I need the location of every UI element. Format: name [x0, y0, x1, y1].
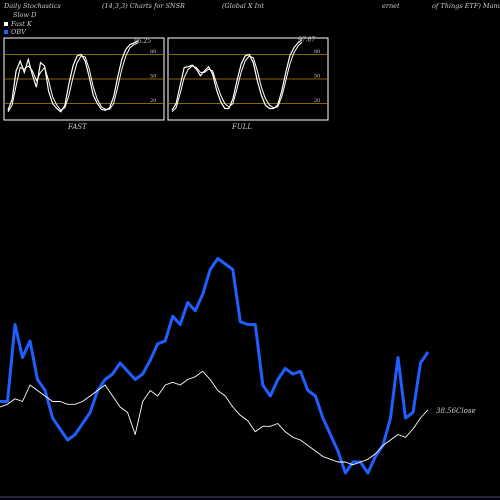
title-segment-4: ernet: [382, 2, 400, 10]
fast-stochastic-panel: 20 50 80 96.25 FAST: [3, 37, 165, 131]
full-title: FULL: [231, 123, 252, 131]
title-segment-3: (Global X Int: [222, 2, 264, 10]
full-tick-label-20: 20: [314, 98, 320, 104]
legend-swatch-fast-k: [4, 21, 8, 26]
fast-series-0-line: [7, 40, 139, 113]
close-label: 38.56Close: [436, 407, 476, 415]
legend-swatch-obv: [4, 30, 8, 35]
fast-series-1-line: [7, 42, 139, 113]
price-line: [0, 370, 429, 466]
legend-label-fast-k: Fast K: [11, 19, 32, 28]
fast-tick-label-50: 50: [150, 74, 156, 80]
legend: Slow D Fast K OBV: [4, 11, 36, 37]
full-tick-label-80: 80: [314, 49, 320, 55]
full-tick-label-50: 50: [314, 74, 320, 80]
legend-item-fast-k: Fast K: [4, 20, 36, 29]
obv-line: [0, 257, 430, 475]
full-series-1-line: [171, 41, 303, 113]
fast-tick-label-20: 20: [150, 98, 156, 104]
legend-swatch-slow-d: [4, 12, 10, 19]
legend-label-obv: OBV: [11, 28, 26, 36]
title-segment-1: Daily Stochastics: [4, 2, 61, 10]
title-segment-5: of Things ETF) Manufa: [432, 2, 500, 10]
fast-tick-label-80: 80: [150, 49, 156, 55]
title-segment-2: (14,3,3) Charts for SNSR: [102, 2, 185, 10]
legend-item-obv: OBV: [4, 28, 36, 37]
legend-label-slow-d: Slow D: [13, 11, 37, 19]
fast-value-label: 96.25: [134, 38, 151, 45]
fast-title: FAST: [67, 123, 88, 131]
legend-item-slow-d: Slow D: [4, 11, 36, 20]
obv-price-panel: 38.56Close: [0, 257, 500, 498]
full-value-label: 97.87: [298, 37, 315, 44]
full-stochastic-panel: 20 50 80 97.87 FULL: [167, 37, 329, 131]
